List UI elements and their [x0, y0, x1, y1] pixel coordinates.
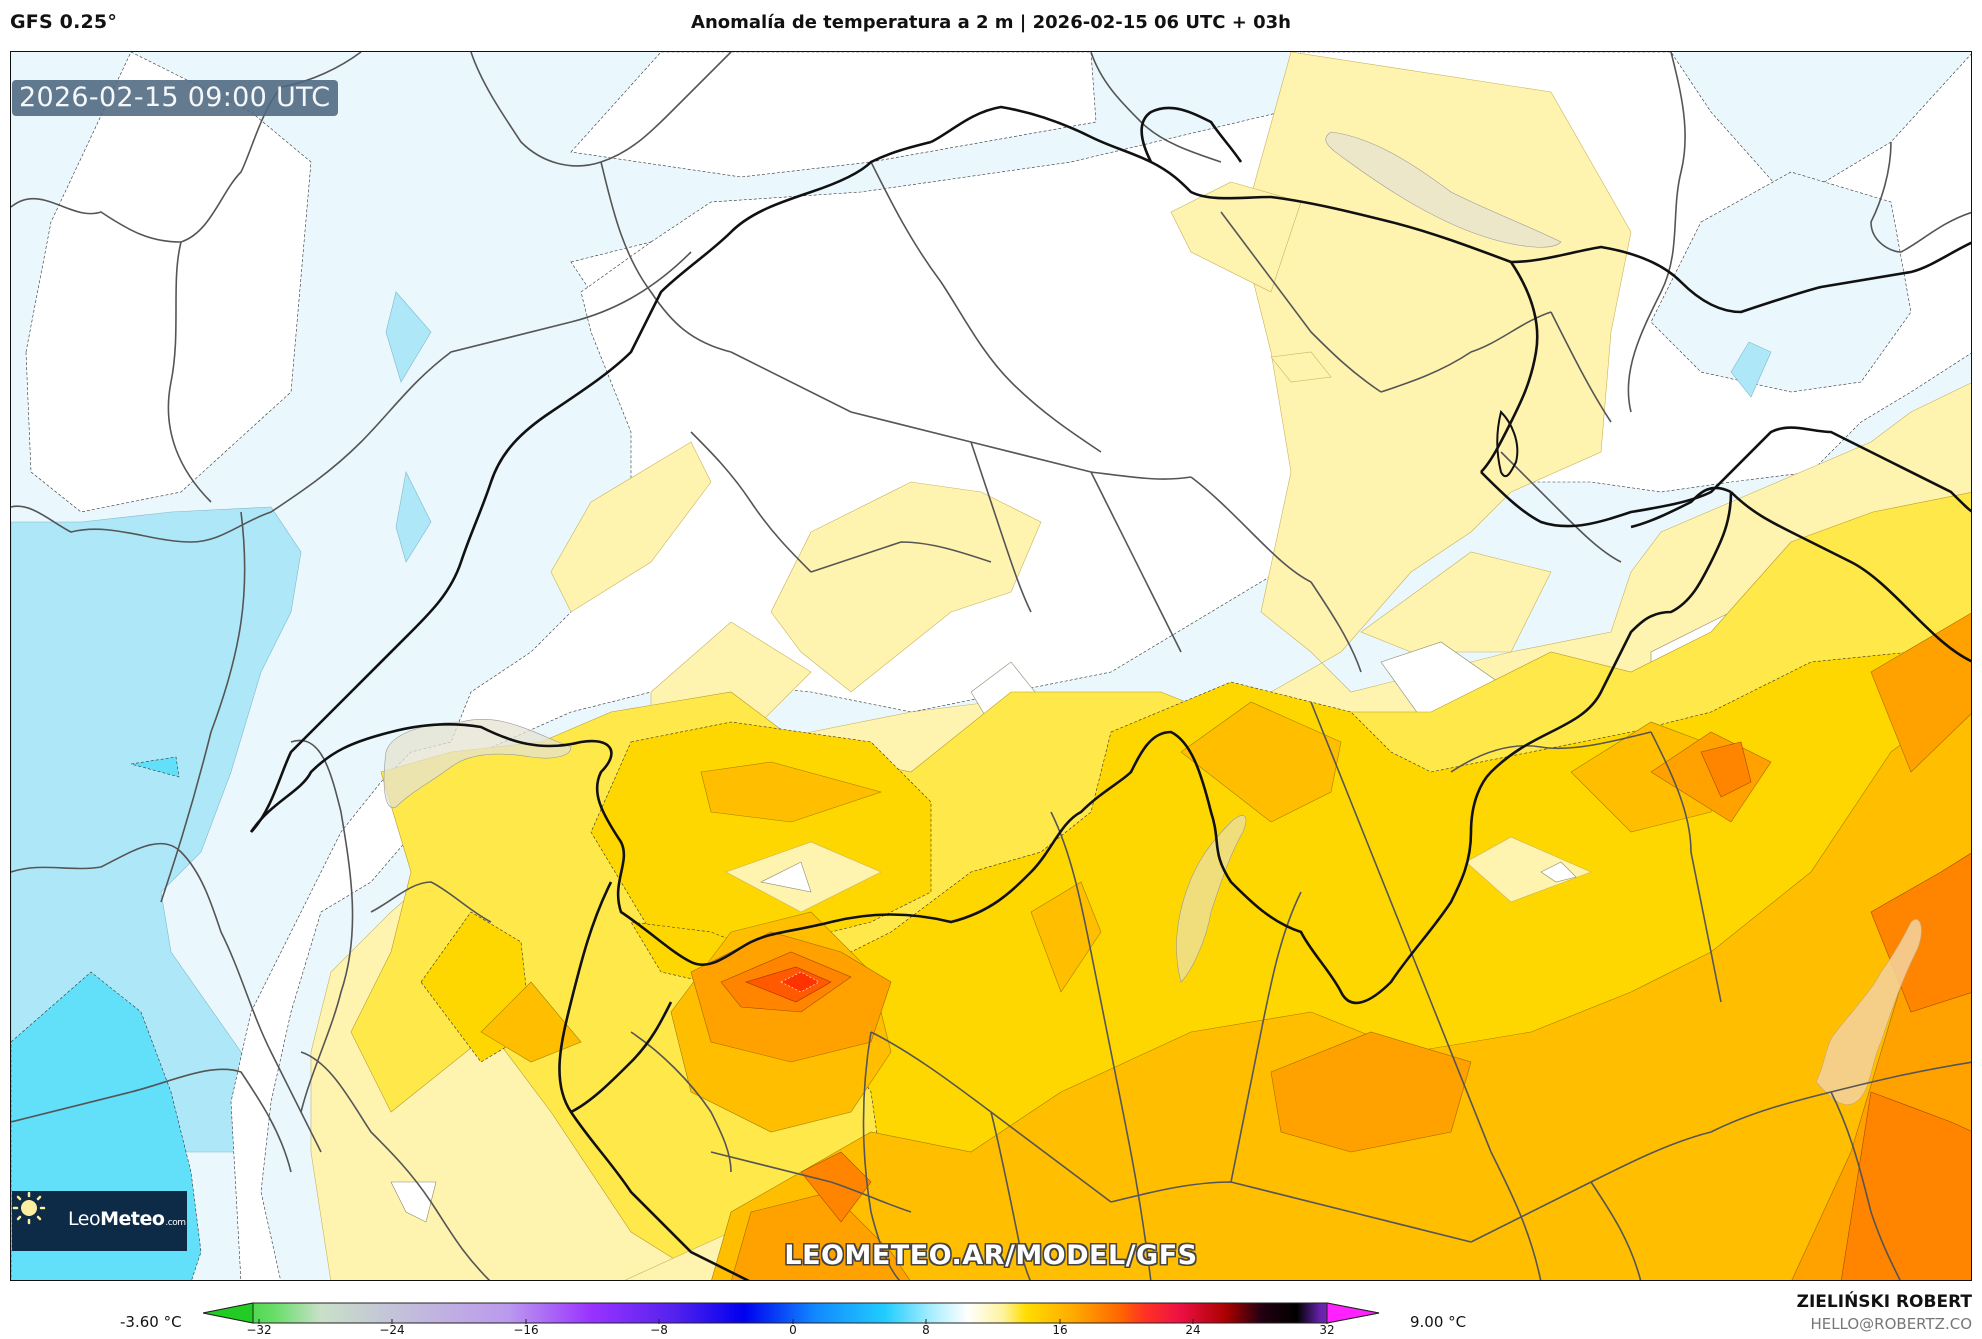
logo-text: LeoMeteo.com — [68, 1208, 186, 1230]
colorbar-tick: −16 — [513, 1323, 539, 1337]
contour-warm-3 — [590, 721, 932, 953]
lake-geneva — [383, 719, 572, 809]
leometeo-logo: LeoMeteo.com — [12, 1191, 187, 1251]
colorbar-tick: −32 — [246, 1323, 272, 1337]
colorbar-tick: −24 — [379, 1323, 405, 1337]
contour-neutral-west — [25, 52, 312, 513]
sun-icon — [12, 1191, 46, 1225]
contour-warm-8 — [780, 971, 820, 993]
logo-domain: .com — [165, 1218, 186, 1228]
lake-constance — [1325, 131, 1562, 248]
watermark-url: LEOMETEO.AR/MODEL/GFS — [784, 1240, 1198, 1271]
valid-time-badge: 2026-02-15 09:00 UTC — [12, 80, 339, 116]
colorbar-tick: 32 — [1319, 1323, 1335, 1337]
lake-maggiore — [1176, 815, 1247, 983]
colorbar-tick: 16 — [1052, 1323, 1068, 1337]
temperature-anomaly-map — [11, 52, 1971, 1280]
colorbar-tick: −8 — [650, 1323, 668, 1337]
field-min-label: -3.60 °C — [120, 1313, 182, 1331]
lake-garda — [1815, 919, 1922, 1105]
border-switzerland — [249, 491, 1733, 1005]
contour-neutral-north-west — [570, 52, 1097, 178]
country-borders — [249, 105, 1971, 1280]
field-max-label: 9.00 °C — [1410, 1313, 1467, 1331]
logo-meteo: Meteo — [100, 1208, 165, 1230]
region-borders — [11, 52, 1971, 1280]
chart-title: Anomalía de temperatura a 2 m | 2026-02-… — [691, 12, 1291, 33]
model-label: GFS 0.25° — [10, 11, 118, 33]
logo-leo: Leo — [68, 1208, 101, 1230]
colorbar-tick: 8 — [922, 1323, 930, 1337]
author-email[interactable]: HELLO@ROBERTZ.CO — [1810, 1315, 1972, 1333]
colorbar — [203, 1302, 1380, 1324]
author-name: ZIELIŃSKI ROBERT — [1796, 1292, 1972, 1312]
map-area[interactable]: 2026-02-15 09:00 UTC LeoMeteo.com — [10, 51, 1972, 1281]
contour-warm-4 — [700, 761, 883, 823]
colorbar-tick: 0 — [789, 1323, 797, 1337]
colorbar-tick: 24 — [1185, 1323, 1201, 1337]
